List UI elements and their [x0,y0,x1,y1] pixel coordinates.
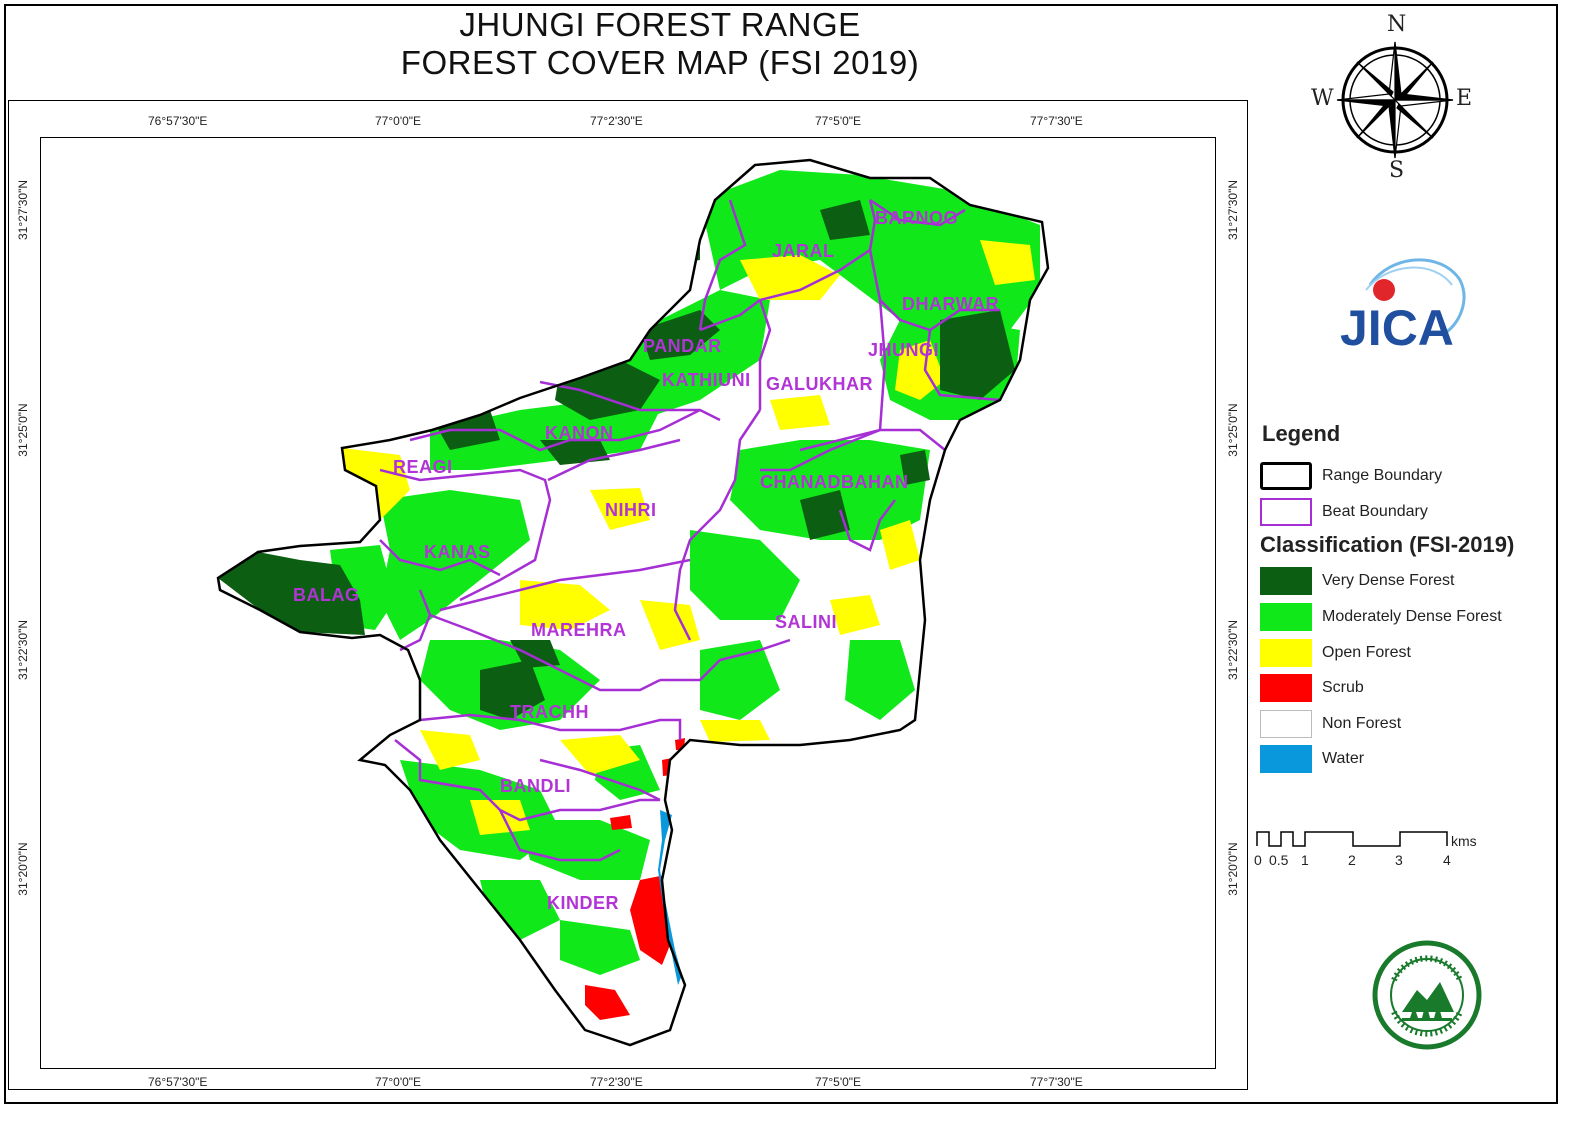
compass-north-label: N [1387,12,1407,37]
beat-label-barnog: BARNOG [875,208,958,228]
beat-label-reagi: REAGI [393,457,453,477]
forest-cover-layer [218,160,1048,1045]
beat-label-bandli: BANDLI [500,776,571,796]
beat-label-jhungi: JHUNGI [868,340,940,360]
beat-label-kanas: KANAS [424,542,491,562]
legend-label: Scrub [1322,679,1364,696]
legend-label: Range Boundary [1322,467,1443,484]
legend-label: Beat Boundary [1322,503,1428,520]
beat-label-chanadbahan: CHANADBAHAN [760,472,909,492]
map-title-line1: JHUNGI FOREST RANGE [459,6,861,43]
legend-item-very-dense: Very Dense Forest [1260,567,1560,597]
lon-label-bottom-2: 77°0'0"E [375,1075,422,1089]
legend-title: Legend [1262,421,1341,446]
scale-tick-1: 1 [1301,852,1309,868]
lon-label-bottom-4: 77°5'0"E [815,1075,862,1089]
legend-label: Moderately Dense Forest [1322,608,1502,625]
scale-unit: kms [1451,833,1477,849]
lon-label-top-1: 76°57'30"E [148,114,208,128]
lon-label-bottom-5: 77°7'30"E [1030,1075,1083,1089]
beat-label-jaral: JARAL [772,241,835,261]
beat-label-marehra: MAREHRA [531,620,627,640]
legend-item-open-forest: Open Forest [1260,639,1560,669]
beat-label-pandar: PANDAR [643,336,722,356]
legend-label: Open Forest [1322,644,1411,661]
scale-bar [1256,831,1448,847]
legend-item-scrub: Scrub [1260,674,1560,704]
classification-title: Classification (FSI-2019) [1260,532,1515,557]
compass-south-label: S [1389,158,1405,183]
jica-logo: JICA [1340,258,1466,356]
legend-swatch [1260,462,1312,490]
north-arrow-icon [1336,41,1454,159]
beat-label-salini: SALINI [775,612,838,632]
svg-text:JICA: JICA [1340,300,1454,356]
legend-item-beat-boundary: Beat Boundary [1260,498,1560,528]
lon-label-top-2: 77°0'0"E [375,114,422,128]
legend-swatch [1260,745,1312,773]
legend-item-non-forest: Non Forest [1260,710,1560,740]
scale-tick-4: 4 [1443,852,1451,868]
beat-boundaries [379,198,1001,862]
legend-label: Very Dense Forest [1322,572,1455,589]
beat-label-balag: BALAG [293,585,360,605]
legend-label: Water [1322,750,1365,767]
scale-tick-3: 3 [1395,852,1403,868]
map-frame [8,100,1248,1090]
legend-swatch [1260,710,1312,738]
compass-east-label: E [1456,86,1473,111]
lon-label-bottom-1: 76°57'30"E [148,1075,208,1089]
scale-tick-0: 0 [1254,852,1262,868]
beat-label-dharwar: DHARWAR [902,294,1000,314]
beat-label-trachh: TRACHH [510,702,589,722]
legend-label: Non Forest [1322,715,1402,732]
legend-swatch [1260,498,1312,526]
map-title-line2: FOREST COVER MAP (FSI 2019) [400,44,920,81]
legend-swatch [1260,639,1312,667]
forest-department-emblem [1372,940,1482,1050]
range-boundary [216,158,1050,1047]
lon-label-top-5: 77°7'30"E [1030,114,1083,128]
lon-label-top-3: 77°2'30"E [590,114,643,128]
legend-swatch [1260,674,1312,702]
legend-swatch [1260,567,1312,595]
legend-item-water: Water [1260,745,1560,775]
beat-label-galukhar: GALUKHAR [766,374,873,394]
compass-west-label: W [1311,86,1334,111]
beat-label-nihri: NIHRI [605,500,657,520]
legend-item-range-boundary: Range Boundary [1260,462,1560,492]
lon-label-bottom-3: 77°2'30"E [590,1075,643,1089]
beat-label-kathiuni: KATHIUNI [662,370,751,390]
lon-label-top-4: 77°5'0"E [815,114,862,128]
legend-item-moderately-dense: Moderately Dense Forest [1260,603,1560,633]
map-sheet-border [4,4,1558,1104]
beat-label-kanon: KANON [545,423,614,443]
legend-swatch [1260,603,1312,631]
beat-label-kinder: KINDER [547,893,620,913]
scale-tick-0-5: 0.5 [1269,852,1289,868]
scale-tick-2: 2 [1348,852,1356,868]
